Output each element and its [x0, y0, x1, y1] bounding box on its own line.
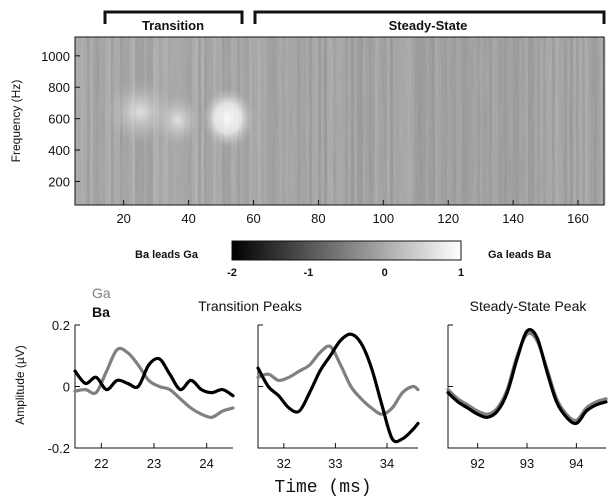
series-line-ba: [446, 328, 608, 426]
time-tick-label: 92: [470, 456, 484, 471]
heatmap-y-tick-label: 800: [48, 80, 70, 95]
heatmap-x-tick-label: 80: [311, 211, 325, 226]
heatmap-x-tick-label: 60: [246, 211, 260, 226]
time-tick-label: 93: [520, 456, 534, 471]
series-line-ba: [73, 356, 235, 398]
steady-state-peak-title: Steady-State Peak: [470, 298, 588, 314]
colorbar-ticks: -2 -1 0 1: [227, 267, 464, 279]
heatmap-panel: 1000 800 600 400 200 20 40 60 80 100 120 140 160 Fr…: [9, 36, 606, 226]
heatmap-y-tick-label: 400: [48, 143, 70, 158]
steady-state-label: Steady-State: [389, 18, 468, 33]
steady-state-bracket: [253, 10, 606, 24]
colorbar-right-label: Ga leads Ba: [488, 249, 552, 261]
time-tick-label: 32: [277, 456, 291, 471]
colorbar-gradient: [231, 240, 462, 261]
series-line-ga: [446, 331, 608, 423]
steady-state-peak-panel: 92 93 94: [446, 324, 608, 471]
line-legend: Ga Ba: [92, 285, 111, 320]
transition-bracket: [103, 10, 244, 24]
colorbar-tick-label: 1: [458, 267, 464, 279]
time-tick-label: 22: [94, 456, 108, 471]
amplitude-tick-label: -0.2: [48, 441, 70, 456]
heatmap-x-tick-label: 160: [567, 211, 589, 226]
transition-peak-panel-2: 32 33 34: [256, 324, 420, 471]
time-tick-label: 24: [199, 456, 213, 471]
series-line-ba: [256, 332, 420, 444]
heatmap-x-tick-label: 120: [437, 211, 459, 226]
time-tick-label: 34: [380, 456, 394, 471]
frequency-axis-label: Frequency (Hz): [9, 80, 23, 163]
colorbar-tick-label: -1: [303, 267, 313, 279]
amplitude-axis-label: Amplitude (µV): [13, 345, 27, 425]
heatmap-y-ticks: 1000 800 600 400 200: [41, 49, 80, 189]
amplitude-tick-label: 0: [63, 380, 70, 395]
heatmap-y-tick-label: 1000: [41, 49, 70, 64]
legend-ga: Ga: [92, 285, 111, 301]
colorbar-tick-label: -2: [227, 267, 237, 279]
colorbar-tick-label: 0: [382, 267, 388, 279]
heatmap-x-tick-label: 140: [502, 211, 524, 226]
section-brackets: Transition Steady-State: [103, 10, 606, 33]
colorbar-left-label: Ba leads Ga: [135, 249, 199, 261]
time-tick-label: 94: [569, 456, 583, 471]
transition-peaks-title: Transition Peaks: [198, 298, 302, 314]
heatmap-y-tick-label: 200: [48, 174, 70, 189]
time-tick-label: 33: [328, 456, 342, 471]
heatmap-x-tick-label: 20: [116, 211, 130, 226]
time-axis-label: Time (ms): [274, 478, 371, 498]
colorbar: Ba leads Ga Ga leads Ba -2 -1 0 1: [135, 240, 552, 279]
amplitude-tick-label: 0.2: [52, 318, 70, 333]
heatmap-frame: [74, 36, 605, 206]
legend-ba: Ba: [92, 304, 110, 320]
transition-label: Transition: [142, 18, 204, 33]
transition-peak-panel-1: 0.2 0 -0.2 22 23 24: [48, 318, 235, 471]
series-line-ga: [256, 344, 420, 416]
heatmap-x-ticks: 20 40 60 80 100 120 140 160: [116, 200, 589, 226]
panel-axes: [447, 325, 606, 449]
heatmap-grain: [75, 37, 604, 205]
heatmap-x-tick-label: 100: [372, 211, 394, 226]
heatmap-x-tick-label: 40: [181, 211, 195, 226]
heatmap-y-tick-label: 600: [48, 112, 70, 127]
time-tick-label: 23: [147, 456, 161, 471]
